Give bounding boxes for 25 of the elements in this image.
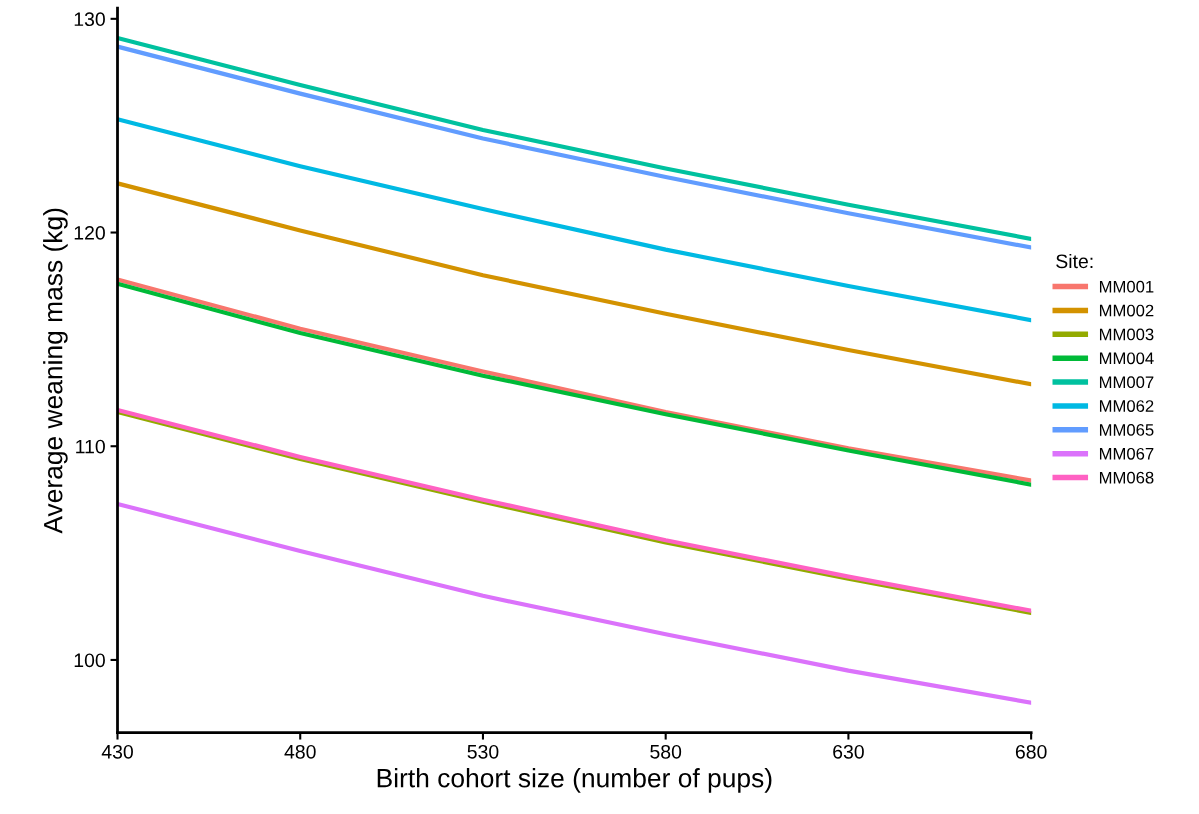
line-series xyxy=(117,501,1032,705)
line-series xyxy=(117,117,1032,323)
x-axis-title: Birth cohort size (number of pups) xyxy=(377,768,772,793)
line-series xyxy=(117,181,1032,387)
legend-label: MM067 xyxy=(1099,447,1154,460)
legend-label: MM065 xyxy=(1099,424,1154,436)
legend-label: MM003 xyxy=(1099,328,1154,341)
legend-label: MM004 xyxy=(1099,352,1154,365)
legend-label: MM068 xyxy=(1099,471,1154,484)
y-axis-title: Average weaning mass (kg) xyxy=(43,208,68,534)
legend-label: MM007 xyxy=(1099,376,1154,389)
x-tick-label: 480 xyxy=(284,744,316,759)
legend-label: MM001 xyxy=(1099,280,1154,293)
x-tick-label: 630 xyxy=(833,744,864,759)
legend-label: MM002 xyxy=(1099,304,1154,317)
y-tick-label: 110 xyxy=(76,439,105,454)
x-tick-label: 680 xyxy=(1015,744,1047,759)
y-tick-label: 100 xyxy=(74,653,105,668)
legend-label: MM062 xyxy=(1099,400,1154,412)
x-tick-label: 530 xyxy=(467,744,499,759)
legend-title: Site: xyxy=(1056,253,1093,269)
x-tick-label: 580 xyxy=(650,744,682,759)
y-tick-label: 120 xyxy=(74,226,105,240)
y-tick-label: 130 xyxy=(74,12,105,27)
x-tick-label: 430 xyxy=(101,744,133,759)
